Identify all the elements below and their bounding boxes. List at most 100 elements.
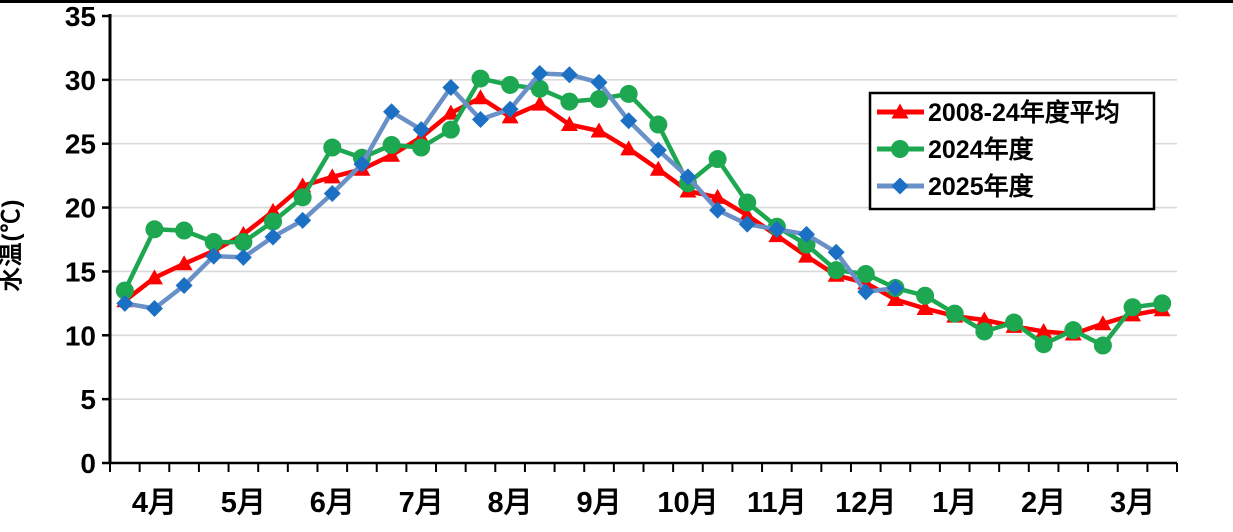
marker-circle bbox=[619, 84, 638, 103]
series-2024年度 bbox=[115, 69, 1172, 355]
marker-circle bbox=[471, 69, 490, 88]
y-tick-label-35: 35 bbox=[65, 1, 96, 32]
marker-triangle bbox=[891, 103, 909, 119]
marker-diamond bbox=[294, 211, 312, 229]
marker-triangle bbox=[798, 247, 816, 263]
marker-circle bbox=[738, 193, 757, 212]
marker-diamond bbox=[620, 112, 638, 130]
marker-diamond bbox=[531, 64, 549, 82]
marker-diamond bbox=[827, 243, 845, 261]
legend-item-2: 2025年度 bbox=[877, 172, 1034, 201]
marker-circle bbox=[916, 286, 935, 305]
marker-triangle bbox=[590, 122, 608, 138]
marker-circle bbox=[856, 264, 875, 283]
marker-triangle bbox=[1035, 322, 1053, 338]
y-axis-title: 水温(℃) bbox=[0, 198, 25, 292]
marker-diamond bbox=[234, 248, 252, 266]
y-tick-label-10: 10 bbox=[65, 320, 96, 351]
marker-circle bbox=[530, 79, 549, 98]
marker-diamond bbox=[383, 103, 401, 121]
marker-circle bbox=[323, 138, 342, 157]
x-ticks bbox=[109, 463, 1178, 472]
marker-diamond bbox=[175, 276, 193, 294]
legend-item-1: 2024年度 bbox=[877, 135, 1034, 164]
marker-diamond bbox=[886, 279, 904, 297]
y-tick-label-15: 15 bbox=[65, 256, 96, 287]
marker-triangle bbox=[975, 311, 993, 327]
y-tick-label-0: 0 bbox=[80, 448, 96, 479]
marker-triangle bbox=[323, 168, 341, 184]
marker-circle bbox=[234, 233, 253, 252]
marker-diamond bbox=[116, 294, 134, 312]
marker-circle bbox=[382, 135, 401, 154]
marker-diamond bbox=[590, 73, 608, 91]
marker-circle bbox=[797, 235, 816, 254]
marker-circle bbox=[1153, 294, 1172, 313]
marker-triangle bbox=[620, 140, 638, 156]
marker-triangle bbox=[145, 269, 163, 285]
y-tick-label-20: 20 bbox=[65, 193, 96, 224]
marker-diamond bbox=[679, 168, 697, 186]
marker-circle bbox=[708, 150, 727, 169]
marker-triangle bbox=[916, 299, 934, 315]
marker-diamond bbox=[501, 100, 519, 118]
marker-triangle bbox=[442, 104, 460, 120]
marker-circle bbox=[1034, 335, 1053, 354]
marker-circle bbox=[175, 221, 194, 240]
marker-diamond bbox=[649, 141, 667, 159]
marker-diamond bbox=[323, 185, 341, 203]
legend-label-0: 2008-24年度平均 bbox=[928, 98, 1120, 127]
marker-triangle bbox=[560, 116, 578, 132]
marker-diamond bbox=[891, 177, 909, 195]
marker-circle bbox=[501, 75, 520, 94]
marker-diamond bbox=[560, 66, 578, 84]
month-label-4: 7月 bbox=[399, 487, 444, 519]
marker-circle bbox=[975, 322, 994, 341]
marker-diamond bbox=[738, 215, 756, 233]
marker-circle bbox=[827, 261, 846, 280]
marker-diamond bbox=[768, 220, 786, 238]
month-label-10: 1月 bbox=[932, 487, 977, 519]
month-label-2: 5月 bbox=[221, 487, 266, 519]
legend: 2008-24年度平均 2024年度 2025年度 bbox=[868, 91, 1156, 211]
marker-circle bbox=[1093, 336, 1112, 355]
marker-circle bbox=[891, 140, 909, 158]
month-label-11: 2月 bbox=[1021, 487, 1066, 519]
marker-triangle bbox=[531, 95, 549, 111]
legend-item-0: 2008-24年度平均 bbox=[877, 98, 1120, 127]
marker-circle bbox=[204, 233, 223, 252]
legend-label-1: 2024年度 bbox=[928, 135, 1034, 164]
marker-triangle bbox=[738, 206, 756, 222]
marker-circle bbox=[945, 304, 964, 323]
series-2025年度 bbox=[116, 64, 904, 317]
month-labels: 4月 5月 6月 7月 8月 9月 10月 11月 12月 1月 2月 3月 bbox=[132, 487, 1155, 519]
top-border-rule bbox=[0, 0, 1233, 3]
marker-circle bbox=[560, 92, 579, 111]
marker-circle bbox=[412, 138, 431, 157]
y-tick-labels: 0 5 10 15 20 25 30 35 bbox=[65, 1, 110, 479]
marker-triangle bbox=[709, 188, 727, 204]
marker-triangle bbox=[471, 89, 489, 105]
marker-circle bbox=[115, 281, 134, 300]
marker-triangle bbox=[886, 291, 904, 307]
month-label-5: 8月 bbox=[488, 487, 533, 519]
marker-circle bbox=[1123, 298, 1142, 317]
marker-circle bbox=[1004, 313, 1023, 332]
month-label-1: 4月 bbox=[132, 487, 177, 519]
marker-diamond bbox=[857, 283, 875, 301]
marker-circle bbox=[441, 120, 460, 139]
marker-diamond bbox=[471, 110, 489, 128]
marker-triangle bbox=[1094, 315, 1112, 331]
legend-label-2: 2025年度 bbox=[928, 172, 1034, 201]
marker-diamond bbox=[205, 247, 223, 265]
month-label-6: 9月 bbox=[576, 487, 621, 519]
marker-circle bbox=[649, 115, 668, 134]
marker-diamond bbox=[353, 155, 371, 173]
y-tick-label-25: 25 bbox=[65, 129, 96, 160]
marker-triangle bbox=[649, 160, 667, 176]
marker-diamond bbox=[145, 299, 163, 317]
marker-diamond bbox=[798, 225, 816, 243]
marker-circle bbox=[264, 212, 283, 231]
